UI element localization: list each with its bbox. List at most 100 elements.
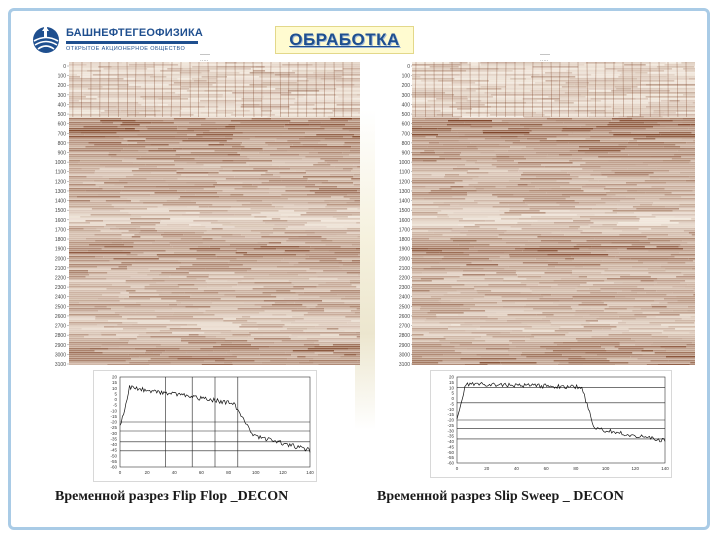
depth-tick-label: 0 (63, 64, 66, 70)
depth-tick-label: 3000 (55, 352, 66, 358)
spectrum-y-tick: -40 (447, 439, 454, 444)
depth-tick-label: 1200 (399, 179, 410, 185)
depth-tick-label: 1600 (55, 218, 66, 224)
company-name: БАШНЕФТЕГЕОФИЗИКА (66, 27, 204, 39)
slide-title: ОБРАБОТКА (289, 30, 400, 49)
spectrum-y-tick: -20 (447, 418, 454, 423)
spectrum-y-tick: -30 (110, 431, 117, 436)
spectrum-y-tick: -60 (447, 461, 454, 466)
spectrum-y-tick: 0 (114, 397, 117, 402)
spectrum-x-tick: 100 (252, 470, 260, 475)
spectrum-y-tick: -15 (110, 414, 117, 419)
depth-tick-label: 3100 (399, 362, 410, 368)
spectrum-y-tick: -25 (447, 423, 454, 428)
seismic-traces (69, 62, 360, 365)
depth-tick-label: 2000 (399, 256, 410, 262)
depth-tick-label: 2600 (399, 314, 410, 320)
depth-tick-label: 1300 (55, 189, 66, 195)
depth-tick-label: 1500 (399, 208, 410, 214)
depth-tick-label: 1100 (55, 170, 66, 176)
depth-tick-label: 1700 (399, 227, 410, 233)
depth-tick-label: 2500 (55, 304, 66, 310)
spectrum-x-tick: 40 (172, 470, 178, 475)
spectrum-y-tick: -45 (447, 444, 454, 449)
spectrum-y-tick: -5 (450, 401, 454, 406)
spectrum-y-tick: -55 (447, 455, 454, 460)
depth-tick-label: 500 (402, 112, 411, 118)
spectrum-y-tick: 0 (451, 396, 454, 401)
spectrum-y-tick: -55 (110, 459, 117, 464)
depth-axis: 0 100 200 300 400 500 600 700 800 900 1000 1100 1200… (399, 64, 414, 368)
spectrum-x-tick: 80 (573, 466, 579, 471)
spectrum-x-tick: 0 (456, 466, 459, 471)
logo-divider (66, 41, 198, 44)
depth-tick-label: 1000 (399, 160, 410, 166)
spectrum-y-tick: -25 (110, 425, 117, 430)
depth-tick-label: 700 (402, 131, 411, 137)
spectrum-y-tick: -30 (447, 428, 454, 433)
spectrum-x-tick: 0 (119, 470, 122, 475)
depth-tick-label: 2600 (55, 314, 66, 320)
company-logo: БАШНЕФТЕГЕОФИЗИКА ОТКРЫТОЕ АКЦИОНЕРНОЕ О… (30, 24, 204, 56)
depth-tick-label: 2900 (55, 343, 66, 349)
depth-axis: 0 100 200 300 400 500 600 700 800 900 1000 1100 1200… (55, 64, 70, 368)
depth-tick-label: 3000 (399, 352, 410, 358)
spectrum-axes: 20151050-5-10-15-20-25-30-35-40-45-50-55… (110, 375, 314, 476)
spectrum-y-tick: 5 (114, 391, 117, 396)
spectrum-y-tick: 15 (449, 380, 455, 385)
spectrum-y-tick: 20 (449, 375, 455, 380)
depth-tick-label: 2100 (399, 266, 410, 272)
spectrum-y-tick: -10 (110, 408, 117, 413)
depth-tick-label: 900 (402, 151, 411, 157)
background-watermark (355, 110, 375, 430)
depth-tick-label: 300 (402, 93, 411, 99)
spectrum-y-tick: -45 (110, 448, 117, 453)
spectrum-y-tick: -50 (110, 453, 117, 458)
depth-tick-label: 1400 (55, 199, 66, 205)
depth-tick-label: 1200 (55, 179, 66, 185)
depth-tick-label: 900 (58, 151, 67, 157)
depth-tick-label: 100 (58, 74, 67, 80)
depth-tick-label: 2700 (399, 324, 410, 330)
depth-tick-label: 2200 (399, 275, 410, 281)
depth-tick-label: 100 (402, 74, 411, 80)
depth-tick-label: 400 (58, 102, 67, 108)
section-header-mark: —— ····· (540, 52, 550, 64)
spectrum-y-tick: -15 (447, 412, 454, 417)
depth-tick-label: 200 (402, 83, 411, 89)
spectrum-curve (456, 381, 666, 443)
depth-tick-label: 600 (402, 122, 411, 128)
depth-tick-label: 1400 (399, 199, 410, 205)
caption-flip-flop: Временной разрез Flip Flop _DECON (55, 489, 289, 504)
depth-tick-label: 1900 (55, 247, 66, 253)
depth-tick-label: 300 (58, 93, 67, 99)
spectrum-y-tick: -50 (447, 450, 454, 455)
spectrum-y-tick: -35 (447, 434, 454, 439)
seismic-traces (412, 62, 695, 365)
depth-tick-label: 1800 (55, 237, 66, 243)
spectrum-x-tick: 140 (661, 466, 669, 471)
spectrum-y-tick: -10 (447, 407, 454, 412)
depth-tick-label: 2500 (399, 304, 410, 310)
depth-tick-label: 400 (402, 102, 411, 108)
section-header-mark: —— ····· (200, 52, 210, 64)
caption-slip-sweep: Временной разрез Slip Sweep _ DECON (377, 489, 624, 504)
spectrum-chart-slip-sweep: 20 15 10 5 0 -5 -10 -15 -20 -25 -30 -35 -40 -45 -50 -55… (430, 370, 672, 478)
spectrum-x-tick: 120 (279, 470, 287, 475)
depth-tick-label: 700 (58, 131, 67, 137)
depth-tick-label: 3100 (55, 362, 66, 368)
spectrum-y-tick: 10 (449, 385, 455, 390)
spectrum-y-tick: 15 (112, 380, 118, 385)
depth-tick-label: 800 (58, 141, 67, 147)
seismic-section-slip-sweep (412, 62, 695, 365)
globe-emblem-icon (33, 26, 59, 53)
depth-tick-label: 1600 (399, 218, 410, 224)
spectrum-y-tick: -20 (110, 420, 117, 425)
depth-tick-label: 2400 (399, 295, 410, 301)
depth-tick-label: 2300 (399, 285, 410, 291)
spectrum-x-tick: 120 (632, 466, 640, 471)
spectrum-y-tick: -40 (110, 442, 117, 447)
depth-tick-label: 500 (58, 112, 67, 118)
company-subtitle: ОТКРЫТОЕ АКЦИОНЕРНОЕ ОБЩЕСТВО (66, 46, 186, 52)
depth-tick-label: 2700 (55, 324, 66, 330)
